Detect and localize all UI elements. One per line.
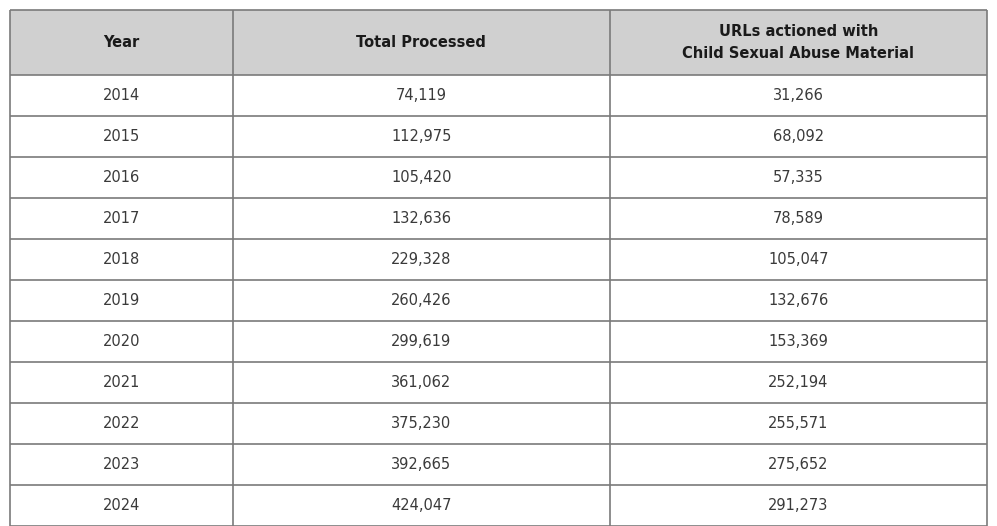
Bar — [610, 239, 987, 280]
Text: 112,975: 112,975 — [391, 129, 452, 144]
Bar — [232, 10, 610, 75]
Bar — [610, 116, 987, 157]
Bar — [10, 239, 232, 280]
Text: Year: Year — [104, 35, 140, 50]
Bar — [232, 157, 610, 198]
Bar — [232, 485, 610, 526]
Text: 74,119: 74,119 — [396, 88, 447, 103]
Text: 2019: 2019 — [103, 293, 140, 308]
Text: 2024: 2024 — [103, 498, 140, 513]
Text: 2018: 2018 — [103, 252, 140, 267]
Text: 2017: 2017 — [103, 211, 140, 226]
Bar — [610, 485, 987, 526]
Text: 105,047: 105,047 — [769, 252, 829, 267]
Bar — [232, 362, 610, 403]
Bar — [232, 321, 610, 362]
Bar — [232, 280, 610, 321]
Bar — [10, 198, 232, 239]
Text: 68,092: 68,092 — [773, 129, 824, 144]
Text: 31,266: 31,266 — [773, 88, 824, 103]
Text: 2020: 2020 — [103, 334, 141, 349]
Bar — [10, 157, 232, 198]
Bar — [10, 280, 232, 321]
Text: 291,273: 291,273 — [769, 498, 829, 513]
Bar — [232, 116, 610, 157]
Text: 275,652: 275,652 — [769, 457, 829, 472]
Text: 2022: 2022 — [103, 416, 141, 431]
Text: 255,571: 255,571 — [769, 416, 829, 431]
Text: 2016: 2016 — [103, 170, 140, 185]
Bar — [610, 280, 987, 321]
Bar — [10, 485, 232, 526]
Text: 57,335: 57,335 — [773, 170, 824, 185]
Bar — [610, 444, 987, 485]
Text: 375,230: 375,230 — [391, 416, 452, 431]
Text: 361,062: 361,062 — [391, 375, 452, 390]
Text: 252,194: 252,194 — [769, 375, 829, 390]
Bar — [610, 75, 987, 116]
Bar — [610, 198, 987, 239]
Bar — [232, 198, 610, 239]
Text: 2023: 2023 — [103, 457, 140, 472]
Bar — [10, 116, 232, 157]
Bar — [10, 10, 232, 75]
Text: URLs actioned with
Child Sexual Abuse Material: URLs actioned with Child Sexual Abuse Ma… — [682, 25, 914, 60]
Bar — [232, 239, 610, 280]
Bar — [10, 403, 232, 444]
Text: 299,619: 299,619 — [391, 334, 452, 349]
Bar — [10, 444, 232, 485]
Text: 132,636: 132,636 — [391, 211, 452, 226]
Bar — [610, 403, 987, 444]
Text: 229,328: 229,328 — [391, 252, 452, 267]
Bar — [10, 75, 232, 116]
Bar — [10, 321, 232, 362]
Text: 260,426: 260,426 — [391, 293, 452, 308]
Text: 2014: 2014 — [103, 88, 140, 103]
Text: 2015: 2015 — [103, 129, 140, 144]
Bar — [232, 75, 610, 116]
Text: 392,665: 392,665 — [391, 457, 452, 472]
Bar — [610, 362, 987, 403]
Text: 2021: 2021 — [103, 375, 140, 390]
Text: 424,047: 424,047 — [391, 498, 452, 513]
Text: Total Processed: Total Processed — [356, 35, 487, 50]
Bar — [610, 321, 987, 362]
Text: 153,369: 153,369 — [769, 334, 829, 349]
Text: 78,589: 78,589 — [773, 211, 824, 226]
Bar — [610, 157, 987, 198]
Bar — [232, 403, 610, 444]
Bar — [610, 10, 987, 75]
Text: 105,420: 105,420 — [391, 170, 452, 185]
Bar — [232, 444, 610, 485]
Bar — [10, 362, 232, 403]
Text: 132,676: 132,676 — [769, 293, 829, 308]
